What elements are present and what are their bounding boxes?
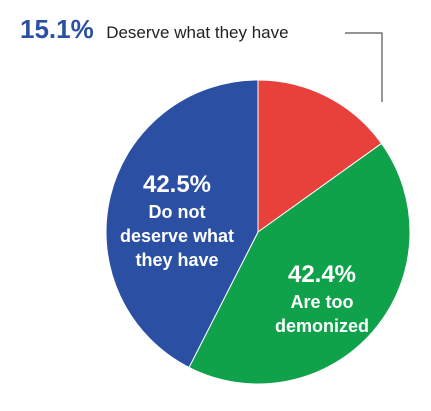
callout-pct: 15.1% Deserve what they have (20, 14, 289, 44)
slice-too-demonized (188, 142, 411, 385)
slice-pct-do-not-deserve: 42.5% (143, 171, 211, 198)
slice-deserve (257, 79, 383, 233)
label-do-not-deserve: 42.5% Do not deserve what they have (120, 171, 234, 270)
callout-deserve: 15.1% Deserve what they have (20, 14, 383, 102)
pie-slices (105, 79, 411, 385)
callout-leader-line (345, 32, 383, 102)
label-too-demonized: 42.4% Are too demonized (275, 261, 369, 336)
slice-do-not-deserve (105, 79, 259, 369)
slice-label-line-2: deserve what (120, 226, 234, 246)
slice-label-deserve: Deserve what they have (106, 23, 288, 42)
slice-label-line-1: Are too (291, 292, 354, 312)
slice-label-line-2: demonized (275, 316, 369, 336)
slice-label-line-1: Do not (149, 202, 206, 222)
slice-pct-too-demonized: 42.4% (288, 261, 356, 288)
slice-pct-deserve: 15.1% (20, 14, 94, 44)
slice-label-line-3: they have (135, 250, 218, 270)
